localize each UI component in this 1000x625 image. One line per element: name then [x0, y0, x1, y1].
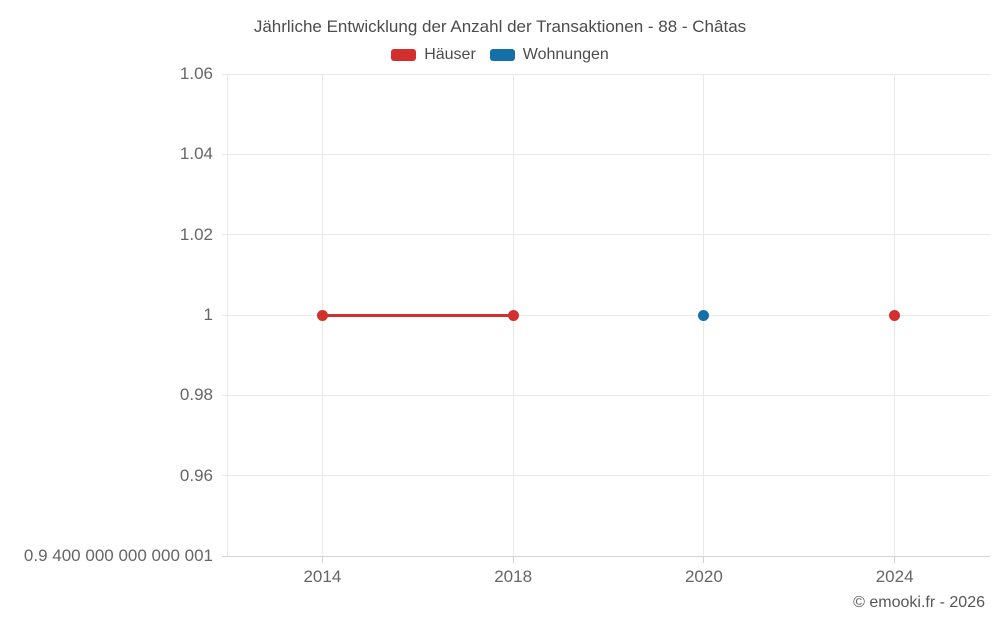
gridline-horizontal: [222, 153, 990, 155]
x-axis-tick: [703, 556, 705, 563]
legend-item-wohnungen[interactable]: Wohnungen: [489, 46, 609, 64]
data-point-huser[interactable]: [316, 309, 328, 321]
x-tick-label: 2014: [303, 567, 342, 586]
copyright: © emooki.fr - 2026: [853, 594, 985, 611]
x-axis-line: [222, 556, 990, 557]
plot-area: [222, 73, 990, 557]
x-axis-tick: [894, 556, 896, 563]
y-tick-label: 0.96: [179, 465, 213, 485]
legend: Häuser Wohnungen: [0, 46, 1000, 64]
data-point-huser[interactable]: [889, 309, 901, 321]
y-tick-label: 1.06: [179, 64, 213, 83]
legend-label-wohnungen: Wohnungen: [522, 46, 609, 63]
gridline-horizontal: [222, 314, 990, 316]
y-tick-label: 1: [203, 305, 213, 324]
chart-title: Jährliche Entwicklung der Anzahl der Tra…: [253, 17, 747, 36]
data-point-wohnungen[interactable]: [698, 309, 710, 321]
legend-swatch-hauser: [391, 49, 417, 61]
gridline-horizontal: [222, 475, 990, 477]
legend-item-hauser[interactable]: Häuser: [391, 46, 476, 64]
x-axis-tick: [321, 556, 323, 563]
x-tick-label: 2018: [494, 567, 533, 586]
y-tick-label: 0.9 400 000 000 000 001: [23, 546, 213, 565]
data-point-huser[interactable]: [507, 309, 519, 321]
x-tick-label: 2024: [875, 567, 914, 586]
gridline-horizontal: [222, 73, 990, 75]
gridline-vertical: [226, 74, 228, 556]
y-tick-label: 1.04: [179, 144, 213, 164]
gridline-horizontal: [222, 394, 990, 396]
y-tick-label: 0.98: [179, 385, 213, 405]
y-tick-label: 1.02: [179, 224, 213, 244]
gridline-horizontal: [222, 234, 990, 236]
legend-swatch-wohnungen: [489, 49, 515, 61]
x-axis-tick: [512, 556, 514, 563]
line-segment-huser: [322, 313, 514, 317]
legend-label-hauser: Häuser: [424, 46, 476, 63]
x-tick-label: 2020: [684, 567, 723, 586]
